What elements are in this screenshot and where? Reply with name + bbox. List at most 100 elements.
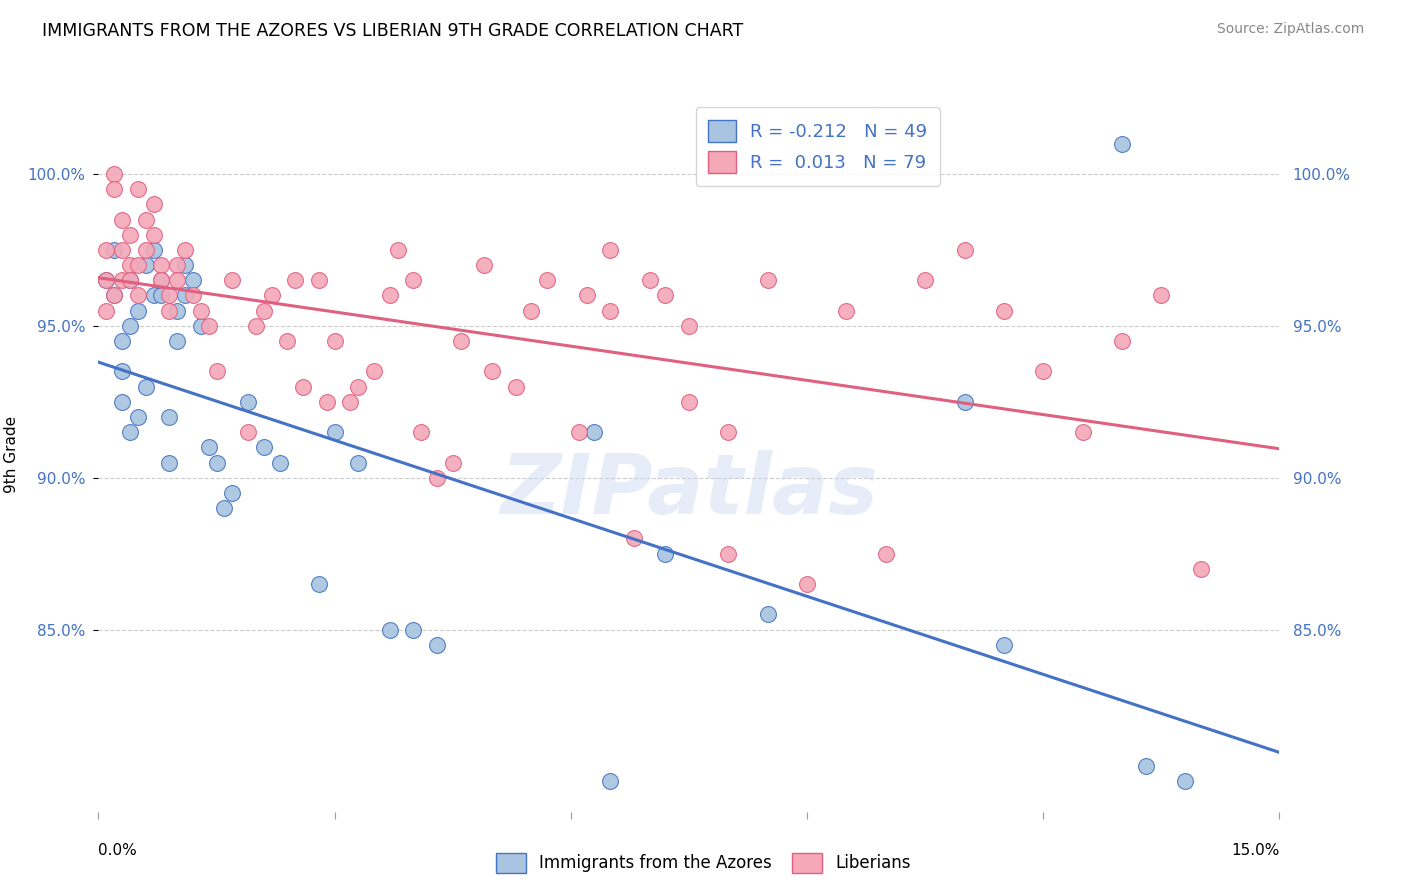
Point (96, 273, 118, 287)
Point (96, 303, 118, 318)
Point (315, 394, 337, 409)
Point (481, 364, 503, 378)
Text: 0.0%: 0.0% (98, 843, 138, 858)
Point (236, 425, 259, 439)
Point (426, 638, 449, 652)
Point (284, 273, 307, 287)
Point (308, 273, 330, 287)
Text: IMMIGRANTS FROM THE AZORES VS LIBERIAN 9TH GRADE CORRELATION CHART: IMMIGRANTS FROM THE AZORES VS LIBERIAN 9… (42, 22, 744, 40)
Point (157, 288, 180, 302)
Point (717, 425, 740, 439)
Point (236, 394, 259, 409)
Point (1032, 364, 1054, 378)
Point (993, 303, 1015, 318)
Point (914, 273, 936, 287)
Point (717, 547, 740, 561)
Point (127, 303, 149, 318)
Point (245, 318, 267, 333)
Point (190, 303, 212, 318)
Point (103, 167, 125, 181)
Point (157, 409, 180, 424)
Point (214, 501, 236, 516)
Point (118, 318, 141, 333)
Point (599, 303, 621, 318)
Text: 15.0%: 15.0% (1232, 843, 1279, 858)
Point (1150, 288, 1173, 302)
Point (835, 303, 858, 318)
Text: ZIPatlas: ZIPatlas (501, 450, 877, 531)
Point (253, 440, 276, 454)
Point (118, 273, 141, 287)
Point (678, 394, 700, 409)
Point (387, 243, 409, 257)
Point (308, 577, 330, 591)
Point (953, 394, 976, 409)
Legend: Immigrants from the Azores, Liberians: Immigrants from the Azores, Liberians (489, 847, 917, 880)
Point (953, 243, 976, 257)
Point (103, 288, 125, 302)
Point (111, 212, 134, 227)
Point (135, 258, 157, 272)
Point (181, 273, 204, 287)
Point (347, 379, 370, 393)
Point (127, 288, 149, 302)
Point (103, 243, 125, 257)
Point (111, 394, 134, 409)
Point (411, 425, 433, 439)
Point (1111, 136, 1133, 151)
Point (142, 197, 165, 211)
Point (103, 288, 125, 302)
Point (269, 456, 291, 470)
Point (197, 440, 219, 454)
Point (190, 318, 212, 333)
Point (678, 318, 700, 333)
Point (127, 182, 149, 196)
Point (221, 273, 243, 287)
Point (339, 394, 361, 409)
Point (142, 243, 165, 257)
Point (505, 379, 527, 393)
Point (347, 456, 370, 470)
Point (1189, 562, 1212, 576)
Point (174, 288, 197, 302)
Point (103, 182, 125, 196)
Point (276, 334, 298, 348)
Point (875, 547, 897, 561)
Point (111, 334, 134, 348)
Point (260, 288, 283, 302)
Point (174, 258, 197, 272)
Point (118, 227, 141, 242)
Point (118, 425, 141, 439)
Point (441, 456, 464, 470)
Point (756, 273, 779, 287)
Point (150, 258, 173, 272)
Point (111, 243, 134, 257)
Point (402, 273, 425, 287)
Point (166, 303, 188, 318)
Point (166, 258, 188, 272)
Point (993, 638, 1015, 652)
Point (111, 273, 134, 287)
Point (118, 258, 141, 272)
Point (166, 273, 188, 287)
Text: Source: ZipAtlas.com: Source: ZipAtlas.com (1216, 22, 1364, 37)
Point (150, 288, 173, 302)
Point (166, 334, 188, 348)
Point (157, 456, 180, 470)
Point (599, 774, 621, 789)
Point (1111, 334, 1133, 348)
Point (135, 212, 157, 227)
Point (127, 258, 149, 272)
Point (654, 288, 676, 302)
Point (292, 379, 315, 393)
Point (654, 547, 676, 561)
Legend: R = -0.212   N = 49, R =  0.013   N = 79: R = -0.212 N = 49, R = 0.013 N = 79 (696, 107, 939, 186)
Point (142, 227, 165, 242)
Point (157, 303, 180, 318)
Point (402, 623, 425, 637)
Point (623, 532, 645, 546)
Point (111, 364, 134, 378)
Point (1135, 759, 1157, 773)
Point (135, 379, 157, 393)
Point (1071, 425, 1094, 439)
